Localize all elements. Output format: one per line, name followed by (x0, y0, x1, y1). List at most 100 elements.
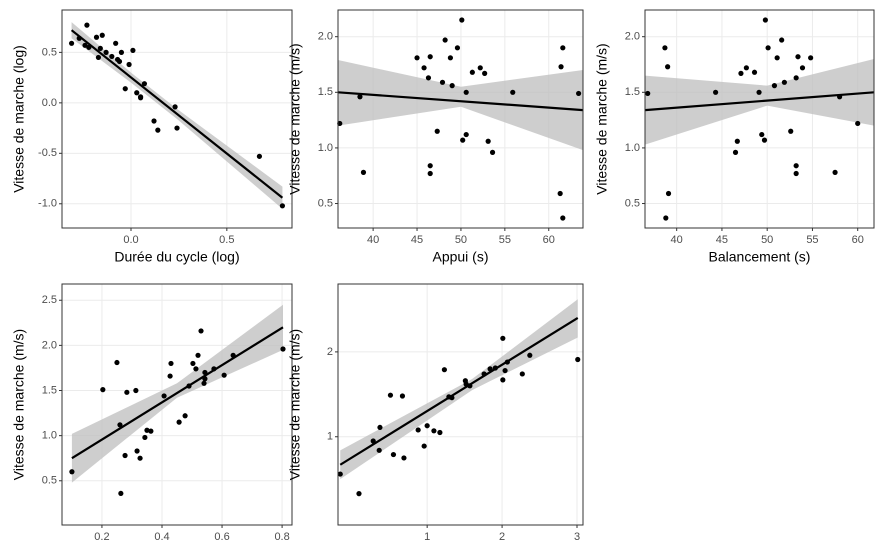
point (781, 79, 787, 85)
point (510, 89, 516, 95)
point (151, 118, 157, 124)
y-tick-label: 1 (327, 431, 333, 443)
y-axis-title: Vitesse de marche (m/s) (287, 329, 303, 480)
point (421, 443, 427, 449)
point (68, 40, 75, 46)
point (137, 455, 143, 461)
point (793, 163, 799, 169)
point (765, 45, 771, 51)
point (122, 86, 128, 92)
y-tick-label: 1.5 (42, 384, 57, 396)
y-tick-label: 0.0 (42, 97, 57, 109)
point (576, 90, 582, 97)
point (82, 42, 88, 48)
point (133, 387, 139, 394)
point (193, 366, 199, 372)
point (663, 215, 669, 221)
plot-background (338, 284, 583, 525)
x-tick-label: 3 (574, 531, 580, 543)
point (427, 54, 433, 60)
y-tick-label: 1.5 (318, 86, 333, 98)
point (69, 469, 75, 475)
x-tick-label: 60 (852, 234, 864, 246)
point (103, 49, 109, 55)
point (519, 371, 525, 377)
panel-border (337, 9, 584, 229)
point (137, 95, 144, 101)
x-axis-title: Durée du cycle (log) (114, 249, 239, 265)
regression-line (645, 91, 874, 112)
confidence-band (338, 60, 583, 151)
point (174, 125, 180, 131)
point (114, 359, 120, 366)
point (113, 40, 119, 46)
point (662, 45, 668, 51)
confidence-band (71, 22, 283, 209)
y-tick-label: 1.5 (625, 86, 640, 98)
x-tick-label: 45 (716, 234, 728, 246)
point (172, 104, 178, 110)
y-axis-title: Vitesse de marche (log) (11, 45, 27, 193)
point (771, 83, 778, 89)
point (337, 471, 343, 477)
point (665, 190, 672, 197)
panel-border (337, 283, 584, 526)
point (793, 170, 799, 177)
point (201, 380, 207, 386)
point (431, 428, 437, 434)
point (155, 127, 161, 133)
point (256, 153, 263, 159)
point (808, 55, 814, 61)
x-axis-title: Vitesse angulaire (rad/s) (385, 546, 536, 548)
point (93, 34, 100, 40)
point (84, 22, 90, 28)
point (356, 491, 362, 497)
point (645, 90, 651, 97)
point (793, 75, 799, 81)
point (141, 81, 148, 87)
x-tick-label: 50 (455, 234, 467, 246)
point (738, 70, 744, 76)
point (502, 367, 508, 374)
point (424, 423, 430, 429)
y-axis-title: Vitesse de marche (m/s) (594, 43, 610, 194)
point (130, 47, 136, 53)
point (376, 447, 382, 453)
point (168, 360, 174, 367)
point (732, 149, 739, 155)
point (743, 65, 749, 71)
point (118, 490, 124, 497)
point (97, 45, 103, 51)
panel-border (61, 283, 293, 526)
point (442, 37, 448, 43)
point (557, 190, 563, 197)
regression-line (71, 326, 284, 460)
point (500, 335, 506, 341)
y-tick-label: 1.0 (318, 142, 333, 154)
x-tick-label: 60 (543, 234, 555, 246)
point (449, 83, 455, 89)
point (182, 413, 188, 419)
panel-border (644, 9, 875, 229)
y-tick-label: 2.0 (42, 339, 57, 351)
panel: 0.2 0.4 0.6 0.8 0.5 1.0 1.5 2.0 2.5 Amplitude (ra… (11, 283, 293, 548)
point (774, 55, 780, 61)
point (399, 393, 406, 399)
point (460, 137, 466, 143)
point (441, 367, 447, 373)
x-tick-label: 45 (411, 234, 423, 246)
regression-line (339, 317, 579, 466)
point (665, 64, 671, 70)
point (95, 54, 102, 61)
point (122, 452, 128, 459)
x-tick-label: 40 (671, 234, 683, 246)
regression-line (338, 91, 583, 112)
x-tick-label: 0.4 (154, 531, 169, 543)
point (116, 58, 123, 65)
y-tick-label: 2.0 (318, 31, 333, 43)
x-tick-label: 50 (761, 234, 773, 246)
point (99, 32, 105, 38)
point (762, 17, 768, 23)
point (575, 356, 581, 363)
